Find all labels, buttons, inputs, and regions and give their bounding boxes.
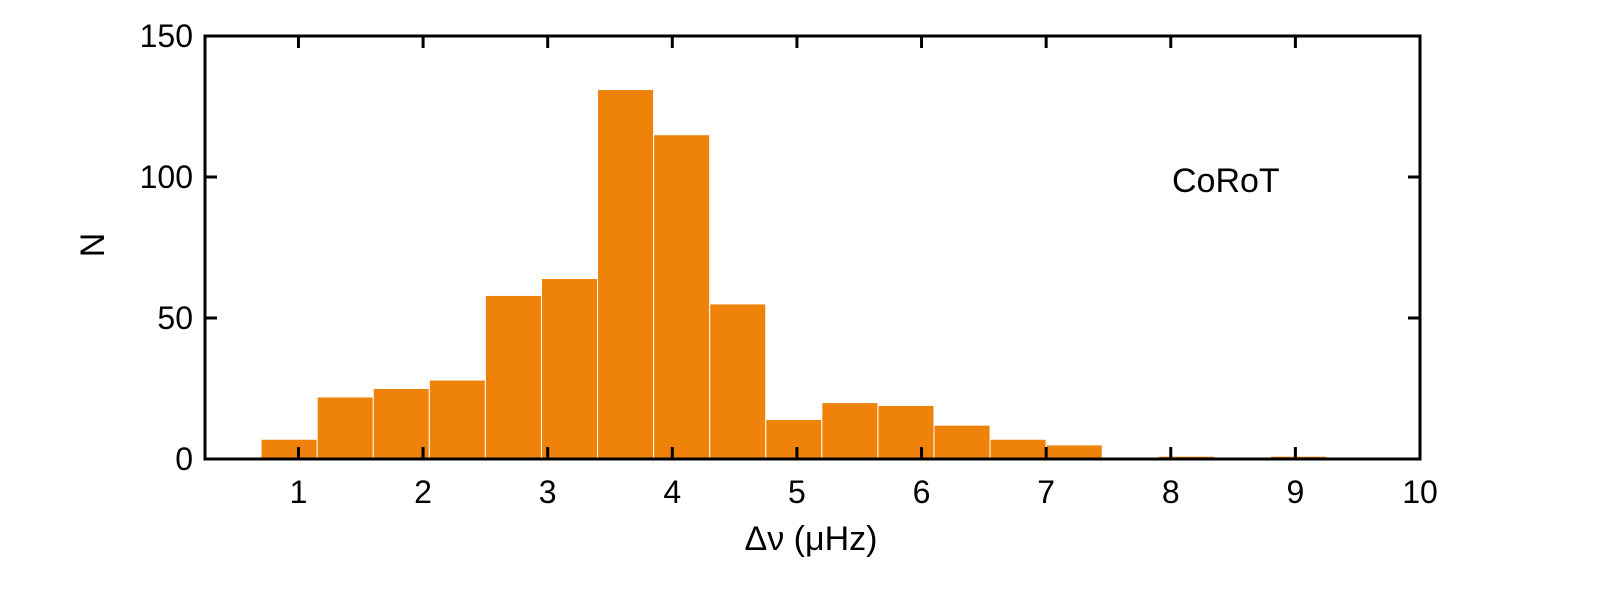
x-tick-label: 6 (913, 474, 931, 510)
y-tick-label: 0 (175, 441, 193, 477)
histogram-bar (709, 303, 767, 460)
plot-frame (203, 34, 1422, 461)
x-tick-label: 4 (663, 474, 681, 510)
chart-annotation: CoRoT (1172, 162, 1280, 200)
histogram-bar (540, 278, 599, 460)
x-tick-label: 9 (1286, 474, 1304, 510)
y-tick-label: 150 (140, 18, 193, 54)
y-axis-label: N (74, 233, 112, 258)
ticks-group (205, 34, 1422, 461)
x-tick-label: 5 (788, 474, 806, 510)
x-tick-label: 10 (1402, 474, 1438, 510)
histogram-bar (428, 379, 486, 460)
y-tick-label: 100 (140, 159, 193, 195)
x-axis-label: Δν (μHz) (745, 520, 878, 558)
y-tick-label: 50 (157, 300, 193, 336)
histogram-bar (1045, 444, 1103, 460)
bars-group (260, 89, 1328, 460)
histogram-bar (877, 404, 935, 460)
histogram-bar (653, 134, 711, 460)
x-tick-label: 3 (539, 474, 557, 510)
x-tick-label: 2 (414, 474, 432, 510)
histogram-bar (316, 396, 374, 460)
x-tick-label: 7 (1037, 474, 1055, 510)
histogram-bar (765, 419, 823, 460)
histogram-bar (484, 294, 542, 460)
histogram-bar (933, 424, 991, 460)
histogram-bar (821, 402, 879, 460)
histogram-bar (372, 388, 430, 460)
histogram-bar (989, 438, 1047, 460)
histogram-bar (597, 89, 655, 460)
histogram-bar (260, 438, 318, 460)
x-tick-label: 1 (290, 474, 308, 510)
x-tick-label: 8 (1162, 474, 1180, 510)
